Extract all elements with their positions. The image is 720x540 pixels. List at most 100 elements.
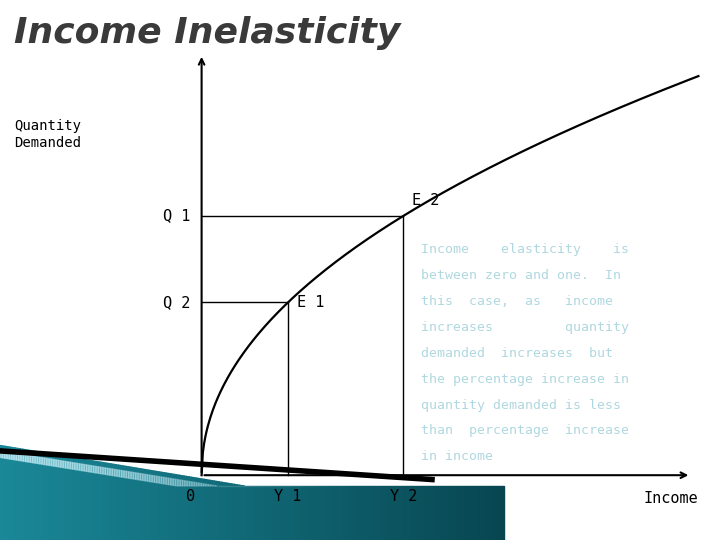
Polygon shape	[370, 486, 373, 540]
Polygon shape	[96, 461, 98, 540]
Polygon shape	[484, 486, 487, 540]
Polygon shape	[163, 477, 166, 484]
Polygon shape	[220, 482, 222, 540]
Polygon shape	[353, 486, 355, 540]
Polygon shape	[400, 486, 403, 540]
Polygon shape	[181, 476, 184, 540]
Polygon shape	[242, 485, 244, 540]
Polygon shape	[66, 462, 68, 468]
Polygon shape	[227, 483, 229, 540]
Polygon shape	[63, 456, 66, 540]
Polygon shape	[159, 477, 161, 483]
Polygon shape	[106, 463, 108, 540]
Polygon shape	[180, 480, 183, 486]
Polygon shape	[54, 460, 56, 467]
Polygon shape	[323, 486, 325, 540]
Polygon shape	[86, 460, 89, 540]
Polygon shape	[104, 463, 106, 540]
Polygon shape	[206, 484, 208, 486]
Polygon shape	[151, 470, 154, 540]
Polygon shape	[208, 484, 211, 486]
Polygon shape	[235, 484, 237, 540]
Polygon shape	[101, 467, 103, 474]
Polygon shape	[145, 474, 148, 481]
Polygon shape	[255, 486, 257, 540]
Polygon shape	[148, 475, 150, 482]
Text: E 2: E 2	[412, 193, 439, 208]
Polygon shape	[143, 469, 146, 540]
Polygon shape	[140, 474, 143, 481]
Polygon shape	[461, 486, 464, 540]
Polygon shape	[315, 486, 318, 540]
Polygon shape	[262, 486, 265, 540]
Polygon shape	[82, 464, 84, 471]
Polygon shape	[105, 468, 108, 475]
Polygon shape	[75, 463, 77, 470]
Polygon shape	[154, 471, 156, 540]
Polygon shape	[28, 455, 30, 462]
Polygon shape	[380, 486, 383, 540]
Polygon shape	[40, 452, 43, 540]
Polygon shape	[40, 457, 42, 464]
Polygon shape	[9, 453, 12, 459]
Polygon shape	[252, 486, 255, 540]
Polygon shape	[454, 486, 456, 540]
Polygon shape	[197, 483, 199, 486]
Polygon shape	[212, 481, 215, 540]
Polygon shape	[194, 482, 197, 486]
Polygon shape	[428, 486, 431, 540]
Polygon shape	[117, 470, 120, 477]
Polygon shape	[418, 486, 420, 540]
Polygon shape	[12, 448, 15, 540]
Polygon shape	[277, 486, 280, 540]
Polygon shape	[19, 454, 21, 461]
Polygon shape	[134, 468, 136, 540]
Polygon shape	[269, 486, 272, 540]
Polygon shape	[365, 486, 368, 540]
Polygon shape	[157, 476, 159, 483]
Polygon shape	[494, 486, 497, 540]
Polygon shape	[94, 461, 96, 540]
Polygon shape	[0, 446, 2, 540]
Polygon shape	[131, 467, 134, 540]
Polygon shape	[91, 465, 94, 472]
Text: Y 2: Y 2	[390, 489, 417, 504]
Polygon shape	[300, 486, 302, 540]
Polygon shape	[37, 452, 40, 540]
Polygon shape	[17, 448, 20, 540]
Polygon shape	[330, 486, 333, 540]
Polygon shape	[204, 480, 207, 540]
Polygon shape	[307, 486, 310, 540]
Polygon shape	[49, 459, 52, 465]
Polygon shape	[12, 453, 14, 460]
Polygon shape	[467, 486, 469, 540]
Polygon shape	[416, 486, 418, 540]
Polygon shape	[449, 486, 451, 540]
Polygon shape	[94, 466, 96, 473]
Polygon shape	[360, 486, 363, 540]
Text: in income: in income	[421, 450, 493, 463]
Polygon shape	[192, 482, 194, 486]
Polygon shape	[350, 486, 353, 540]
Polygon shape	[358, 486, 360, 540]
Polygon shape	[112, 469, 114, 476]
Polygon shape	[275, 486, 277, 540]
Polygon shape	[340, 486, 343, 540]
Polygon shape	[282, 486, 285, 540]
Polygon shape	[280, 486, 282, 540]
Polygon shape	[98, 462, 101, 540]
Polygon shape	[176, 480, 178, 486]
Polygon shape	[202, 483, 204, 486]
Polygon shape	[150, 475, 152, 482]
Text: Q 2: Q 2	[163, 295, 191, 310]
Polygon shape	[199, 478, 202, 540]
Polygon shape	[222, 482, 225, 540]
Polygon shape	[178, 480, 180, 486]
Polygon shape	[456, 486, 459, 540]
Polygon shape	[413, 486, 416, 540]
Polygon shape	[260, 486, 262, 540]
Polygon shape	[295, 486, 297, 540]
Polygon shape	[378, 486, 380, 540]
Polygon shape	[168, 478, 171, 485]
Polygon shape	[133, 472, 135, 480]
